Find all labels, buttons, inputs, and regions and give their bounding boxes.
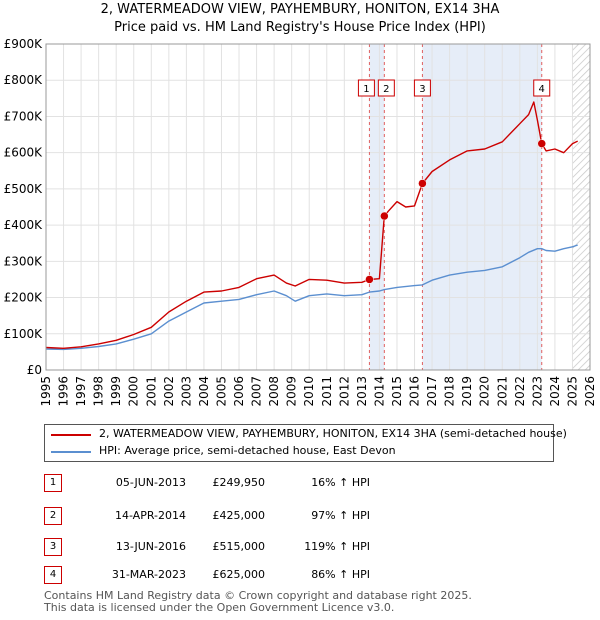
sale-price: £515,000 [212, 540, 266, 553]
sale-label-1: 1 [363, 84, 369, 95]
sale-date: 13-JUN-2016 [115, 540, 186, 553]
y-tick-label: £500K [4, 182, 44, 196]
x-tick-label: 2002 [162, 376, 176, 407]
footer-license: This data is licensed under the Open Gov… [44, 601, 395, 614]
x-tick-label: 2020 [478, 376, 492, 407]
x-tick-label: 2010 [302, 376, 316, 407]
y-tick-label: £700K [4, 109, 44, 123]
sale-price: £625,000 [212, 568, 266, 581]
sale-label-2: 2 [383, 84, 389, 95]
x-tick-label: 1998 [92, 376, 106, 407]
sale-label-4: 4 [539, 84, 545, 95]
price-chart: 1 2 3 4 £0 £100K £200K £300K £400K £500K £600K £700… [4, 37, 597, 407]
sale-date: 31-MAR-2023 [111, 568, 186, 581]
sale-label-box-4 [533, 79, 551, 97]
sale-price: £249,950 [212, 476, 266, 489]
x-tick-label: 1997 [74, 376, 88, 407]
x-tick-label: 1999 [109, 376, 123, 407]
y-tick-label: £300K [4, 254, 44, 268]
sale-number: 1 [44, 474, 62, 492]
x-tick-label: 2021 [495, 376, 509, 407]
x-tick-label: 2001 [144, 376, 158, 407]
x-tick-label: 2018 [443, 376, 457, 407]
legend-swatch-property [51, 434, 91, 436]
x-tick-label: 1996 [57, 376, 71, 407]
y-tick-label: £200K [4, 291, 44, 305]
x-tick-label: 2025 [565, 376, 579, 407]
sale-label-box-1 [357, 79, 375, 97]
table-row: 2 14-APR-2014 £425,000 97% ↑ HPI [0, 507, 600, 527]
y-tick-label: £900K [4, 37, 44, 51]
sale-label-box-3 [413, 79, 431, 97]
x-tick-label: 2009 [285, 376, 299, 407]
sale-number: 3 [44, 538, 62, 556]
x-tick-label: 2016 [408, 376, 422, 407]
x-tick-label: 2023 [530, 376, 544, 407]
x-tick-label: 2003 [179, 376, 193, 407]
sale-hpi: 16% ↑ HPI [311, 476, 370, 489]
legend-swatch-hpi [51, 451, 91, 453]
x-tick-label: 2013 [355, 376, 369, 407]
future-hatch [572, 44, 590, 370]
sale-hpi: 119% ↑ HPI [304, 540, 370, 553]
x-tick-label: 2006 [232, 376, 246, 407]
chart-title: 2, WATERMEADOW VIEW, PAYHEMBURY, HONITON… [100, 2, 500, 17]
y-tick-label: £800K [4, 73, 44, 87]
x-tick-label: 2008 [267, 376, 281, 407]
sale-point-3 [418, 179, 427, 188]
sale-hpi: 86% ↑ HPI [311, 568, 370, 581]
sale-point-1 [365, 275, 374, 284]
x-tick-label: 2011 [320, 376, 334, 407]
shaded-period-2 [422, 44, 542, 370]
x-tick-label: 2026 [583, 376, 597, 407]
x-tick-label: 2005 [214, 376, 228, 407]
x-tick-label: 1995 [39, 376, 53, 407]
x-tick-label: 2014 [372, 376, 386, 407]
table-row: 4 31-MAR-2023 £625,000 86% ↑ HPI [0, 566, 600, 586]
sale-date: 14-APR-2014 [114, 509, 186, 522]
x-tick-label: 2004 [197, 376, 211, 407]
x-tick-label: 2000 [127, 376, 141, 407]
y-tick-label: £0 [27, 363, 42, 377]
sale-point-4 [537, 139, 546, 148]
table-row: 3 13-JUN-2016 £515,000 119% ↑ HPI [0, 538, 600, 558]
property-price-line [45, 101, 579, 349]
legend-label-property: 2, WATERMEADOW VIEW, PAYHEMBURY, HONITON… [99, 427, 567, 440]
sale-label-box-2 [377, 79, 395, 97]
footer-copyright: Contains HM Land Registry data © Crown c… [44, 589, 472, 602]
x-tick-label: 2022 [513, 376, 527, 407]
sale-price: £425,000 [212, 509, 266, 522]
sale-label-3: 3 [419, 84, 425, 95]
sale-point-2 [380, 211, 389, 221]
chart-subtitle: Price paid vs. HM Land Registry's House … [114, 20, 486, 35]
table-row: 1 05-JUN-2013 £249,950 16% ↑ HPI [0, 474, 600, 494]
x-tick-label: 2015 [390, 376, 404, 407]
x-tick-label: 2024 [548, 376, 562, 407]
chart-legend: 2, WATERMEADOW VIEW, PAYHEMBURY, HONITON… [44, 424, 567, 462]
x-tick-label: 2012 [337, 376, 351, 407]
y-tick-label: £400K [4, 218, 44, 232]
plot-border [45, 43, 591, 371]
y-tick-label: £100K [4, 327, 44, 341]
sale-number: 2 [44, 507, 62, 525]
sale-number: 4 [44, 566, 62, 584]
x-tick-label: 2019 [460, 376, 474, 407]
sale-hpi: 97% ↑ HPI [311, 509, 370, 522]
hpi-line [45, 244, 578, 351]
x-tick-label: 2007 [250, 376, 264, 407]
shaded-period-1 [369, 44, 385, 370]
legend-label-hpi: HPI: Average price, semi-detached house,… [99, 444, 396, 457]
sale-date: 05-JUN-2013 [115, 476, 186, 489]
x-tick-label: 2017 [425, 376, 439, 407]
y-tick-label: £600K [4, 146, 44, 160]
